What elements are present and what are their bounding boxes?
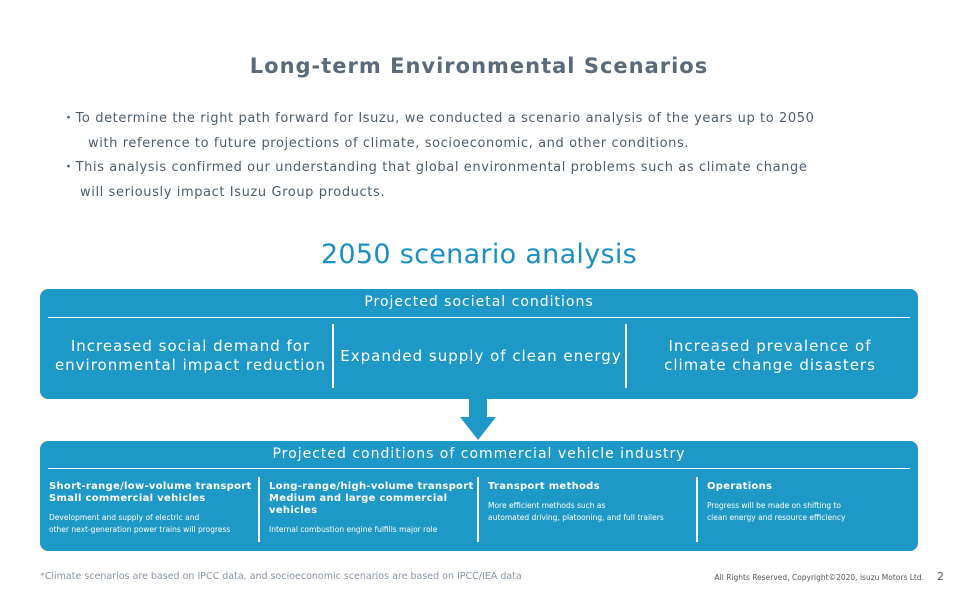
bullet-2-line-1: ・This analysis confirmed our understandi… <box>62 160 808 175</box>
industry-item-detail: Development and supply of electric and o… <box>49 513 231 534</box>
copyright: All Rights Reserved, Copyright©2020, isu… <box>714 573 924 582</box>
page-number: 2 <box>937 570 944 583</box>
section-subtitle: 2050 scenario analysis <box>320 239 638 270</box>
industry-item-detail: More efficient methods such as automated… <box>488 501 664 522</box>
column-divider <box>332 324 334 388</box>
column-divider <box>625 324 627 388</box>
column-divider <box>696 477 698 542</box>
industry-conditions-box: Projected conditions of commercial vehic… <box>40 441 918 551</box>
societal-conditions-box: Projected societal conditions Increased … <box>40 289 918 399</box>
industry-item-heading: Operations <box>707 481 773 492</box>
intro-bullets: ・To determine the right path forward for… <box>62 107 902 205</box>
footnote: *Climate scenarios are based on IPCC dat… <box>40 571 522 582</box>
industry-item-operations: Operations Progress will be made on shif… <box>707 481 912 524</box>
industry-item-heading: Transport methods <box>488 481 600 492</box>
industry-item-heading: Long-range/high-volume transport Medium … <box>269 481 474 516</box>
column-divider <box>477 477 479 542</box>
industry-item-large-vehicles: Long-range/high-volume transport Medium … <box>269 481 484 536</box>
column-divider <box>258 477 260 542</box>
societal-header: Projected societal conditions <box>364 294 594 310</box>
industry-item-small-vehicles: Short-range/low-volume transport Small c… <box>49 481 259 536</box>
bullet-1-line-1: ・To determine the right path forward for… <box>62 111 815 126</box>
header-divider <box>48 317 910 318</box>
header-divider <box>48 468 910 469</box>
page-title: Long-term Environmental Scenarios <box>249 54 709 78</box>
industry-item-detail: Internal combustion engine fulfills majo… <box>269 525 438 534</box>
societal-item-demand: Increased social demand for environmenta… <box>54 337 327 374</box>
bullet-2-line-2: will seriously impact Isuzu Group produc… <box>80 184 386 200</box>
industry-header: Projected conditions of commercial vehic… <box>272 446 686 462</box>
down-arrow-icon <box>460 399 496 440</box>
industry-item-heading: Short-range/low-volume transport Small c… <box>49 481 252 504</box>
bullet-1-line-2: with reference to future projections of … <box>88 135 690 151</box>
industry-item-detail: Progress will be made on shifting to cle… <box>707 501 846 522</box>
societal-item-clean-energy: Expanded supply of clean energy <box>340 346 622 365</box>
societal-item-disasters: Increased prevalence of climate change d… <box>664 337 876 374</box>
industry-item-transport-methods: Transport methods More efficient methods… <box>488 481 698 524</box>
